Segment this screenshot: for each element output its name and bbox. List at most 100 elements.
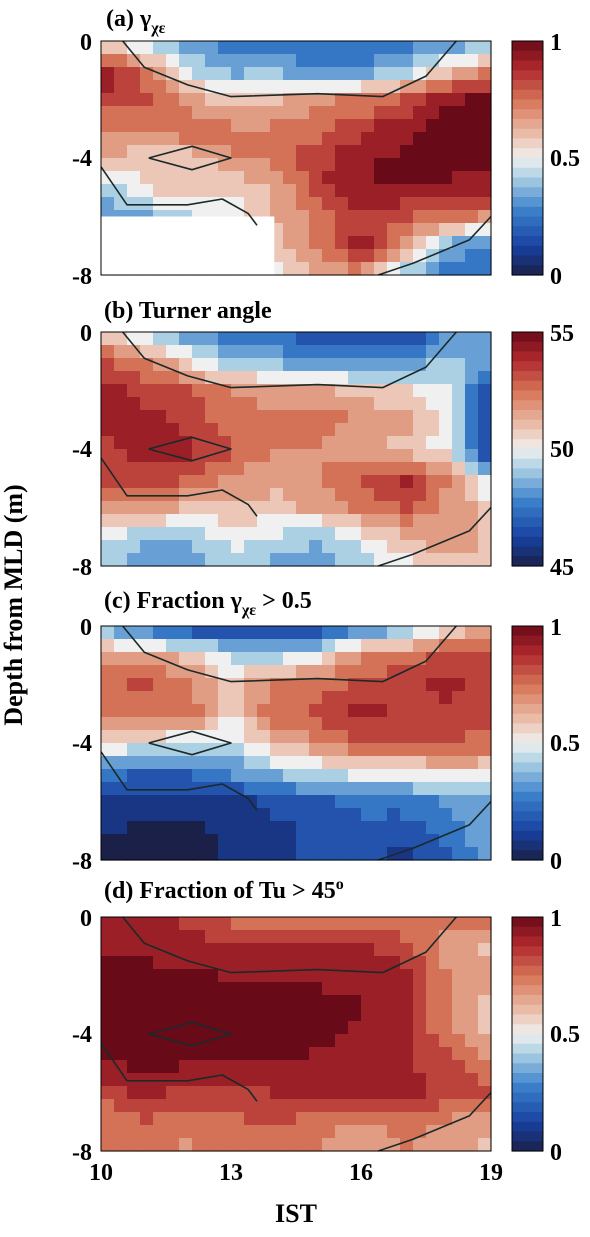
panel-a-heat-cell	[439, 223, 453, 237]
panel-b-heat-cell	[270, 475, 284, 489]
panel-a-heat-cell	[192, 184, 206, 198]
panel-c-heat-cell	[439, 626, 453, 640]
panel-b-heat-cell	[231, 436, 245, 450]
panel-d-heat-cell	[439, 1060, 453, 1074]
panel-c-heat-cell	[322, 795, 336, 809]
panel-c-heat-cell	[231, 639, 245, 653]
panel-d-heat-cell	[140, 1125, 154, 1139]
panel-b-heat-cell	[179, 423, 193, 437]
panel-c-heat-cell	[348, 743, 362, 757]
panel-a-heat-cell	[127, 67, 141, 81]
panel-a-heat-cell	[166, 93, 180, 107]
panel-a-heat-cell	[374, 197, 388, 211]
panel-c-heat-cell	[452, 639, 466, 653]
panel-c-heat-cell	[478, 652, 492, 666]
panel-d-colorbar-level	[512, 917, 543, 928]
panel-a-heat-cell	[283, 119, 297, 133]
panel-a-heat-cell	[140, 41, 154, 55]
panel-b-heat-cell	[322, 514, 336, 528]
panel-d-heat-cell	[231, 956, 245, 970]
panel-c-heat-cell	[322, 821, 336, 835]
panel-d-colorbar-level	[512, 1092, 543, 1103]
panel-d-heat-cell	[101, 930, 115, 944]
panel-d-heat-cell	[205, 1008, 219, 1022]
panel-b-heat-cell	[218, 540, 232, 554]
panel-c-colorbar-level	[512, 635, 543, 647]
panel-c-heat-cell	[153, 626, 167, 640]
panel-b-heat-cell	[244, 540, 258, 554]
panel-c-heat-cell	[231, 782, 245, 796]
panel-c-heat-cell	[348, 704, 362, 718]
panel-b-heat-cell	[153, 514, 167, 528]
panel-a-heat-cell	[452, 80, 466, 94]
panel-c-heat-cell	[400, 756, 414, 770]
panel-c-heat-cell	[361, 743, 375, 757]
panel-c-heat-cell	[335, 769, 349, 783]
panel-b-heat-cell	[244, 449, 258, 463]
panel-c-heat-cell	[348, 626, 362, 640]
panel-d-heat-cell	[335, 930, 349, 944]
panel-b-heat-cell	[296, 514, 310, 528]
panel-b-heat-cell	[361, 358, 375, 372]
panel-d-heat-cell	[244, 1060, 258, 1074]
panel-b-heat-cell	[465, 475, 479, 489]
panel-b-heat-cell	[374, 410, 388, 424]
panel-b-heat-cell	[296, 410, 310, 424]
panel-d-heat-cell	[140, 1060, 154, 1074]
panel-c-heat-cell	[205, 626, 219, 640]
panel-a-heat-cell	[114, 106, 128, 120]
panel-b-heat-cell	[166, 553, 180, 567]
panel-b-colorbar-level	[512, 527, 543, 538]
panel-b-heat-cell	[374, 540, 388, 554]
panel-d-heat-cell	[101, 917, 115, 931]
panel-c-heat-cell	[322, 756, 336, 770]
panel-b-heat-cell	[335, 345, 349, 359]
panel-b-heat-cell	[231, 449, 245, 463]
panel-b-heat-cell	[231, 553, 245, 567]
panel-c-heat-cell	[400, 808, 414, 822]
panel-d-heat-cell	[439, 1099, 453, 1113]
panel-b-heat-cell	[179, 527, 193, 541]
panel-d-heat-cell	[374, 956, 388, 970]
panel-d-heat-cell	[335, 1008, 349, 1022]
panel-a-heat-cell	[439, 184, 453, 198]
x-axis-label: IST	[275, 1199, 317, 1228]
panel-d-heat-cell	[322, 1021, 336, 1035]
panel-b-heat-cell	[335, 553, 349, 567]
panel-c-heat-cell	[270, 704, 284, 718]
panel-d-heat-cell	[348, 1099, 362, 1113]
panel-c-heat-cell	[322, 652, 336, 666]
panel-c-heat-cell	[114, 652, 128, 666]
panel-b-heat-cell	[205, 332, 219, 346]
panel-c-heat-cell	[348, 652, 362, 666]
panel-a-heat-cell	[322, 119, 336, 133]
panel-a-heat-cell	[387, 93, 401, 107]
panel-c-heat-cell	[179, 795, 193, 809]
panel-d-heat-cell	[101, 1034, 115, 1048]
panel-c-heat-cell	[413, 847, 427, 861]
panel-b-heat-cell	[478, 527, 492, 541]
panel-d-heat-cell	[374, 1008, 388, 1022]
panel-d-heat-cell	[257, 1125, 271, 1139]
panel-b-heat-cell	[257, 423, 271, 437]
panel-b-heat-cell	[439, 449, 453, 463]
panel-d-heat-cell	[361, 1008, 375, 1022]
panel-b-heat-cell	[361, 449, 375, 463]
panel-c-heat-cell	[244, 808, 258, 822]
panel-b-heat-cell	[439, 540, 453, 554]
panel-c-heat-cell	[244, 665, 258, 679]
panel-a-colorbar-level	[512, 216, 543, 227]
panel-a-heat-cell	[400, 41, 414, 55]
panel-b-heat-cell	[387, 527, 401, 541]
panel-b-heat-cell	[283, 553, 297, 567]
panel-d-heat-cell	[231, 1021, 245, 1035]
panel-d-heat-cell	[361, 943, 375, 957]
panel-c-heat-cell	[270, 743, 284, 757]
panel-c-heat-cell	[140, 834, 154, 848]
panel-c-heat-cell	[218, 795, 232, 809]
panel-b-heat-cell	[465, 345, 479, 359]
panel-c-heat-cell	[335, 652, 349, 666]
panel-b-heat-cell	[218, 527, 232, 541]
panel-a-heat-cell	[270, 106, 284, 120]
panel-a-colorbar-level	[512, 80, 543, 91]
